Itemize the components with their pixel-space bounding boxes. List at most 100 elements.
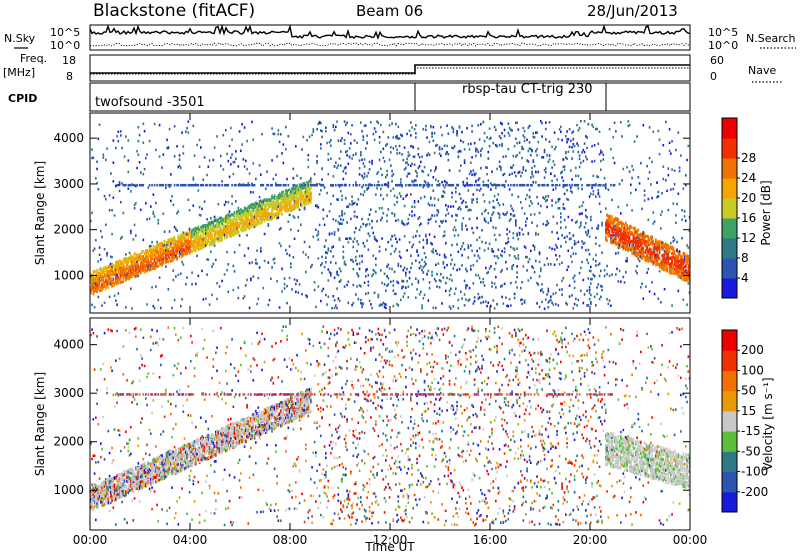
nave-label: Nave (748, 64, 776, 77)
power-cell (216, 297, 218, 301)
power-cell (188, 244, 191, 248)
power-cell (247, 210, 250, 214)
power-cell (145, 264, 147, 268)
power-cell (113, 283, 116, 287)
power-cell (205, 244, 207, 247)
power-cell (458, 192, 461, 196)
power-cell (346, 237, 348, 241)
power-cell (458, 149, 461, 153)
power-cell (198, 241, 201, 245)
power-cell (350, 258, 352, 262)
power-cell (273, 194, 276, 198)
power-cell (246, 278, 248, 282)
power-cell (460, 150, 462, 153)
power-cell (383, 302, 386, 306)
power-cell (555, 253, 557, 257)
power-cell (171, 257, 173, 261)
power-cell (115, 272, 117, 276)
power-cell (280, 201, 282, 205)
power-cell (271, 217, 273, 221)
power-cell (487, 157, 490, 161)
power-cell (191, 232, 193, 236)
power-cell (237, 206, 240, 210)
power-cell (396, 200, 398, 204)
power-cell (265, 207, 267, 211)
power-cell (440, 279, 442, 283)
power-cell (396, 280, 398, 284)
nave-axis-bottom: 0 (710, 70, 717, 83)
power-cell (250, 204, 252, 208)
power-cell (435, 306, 437, 310)
power-cell (413, 214, 416, 217)
power-cell (488, 144, 491, 148)
power-cell (402, 279, 405, 283)
power-cell (298, 195, 301, 199)
power-cell (317, 233, 320, 236)
power-cell (378, 207, 381, 210)
power-cell (173, 239, 176, 243)
power-cell (543, 176, 546, 179)
power-cell (125, 135, 127, 138)
power-cell (133, 264, 136, 268)
power-cell (210, 228, 212, 232)
power-cell (153, 265, 156, 269)
power-cell (411, 205, 413, 208)
power-cell (445, 204, 447, 207)
power-cell (466, 126, 468, 130)
power-cell (195, 236, 197, 240)
power-cell (142, 238, 145, 242)
power-cell (280, 204, 282, 208)
power-cell (342, 218, 345, 222)
power-cell (461, 297, 463, 300)
power-cell (398, 137, 401, 140)
power-cell (336, 287, 338, 290)
power-cell (308, 181, 311, 185)
power-cell (587, 231, 590, 235)
power-cell (477, 124, 480, 127)
power-cell (275, 203, 277, 207)
power-cell (122, 278, 125, 282)
power-cell (387, 181, 390, 184)
power-cell (137, 139, 140, 143)
power-cell (413, 163, 416, 166)
power-cell (101, 275, 103, 279)
power-cell (427, 173, 430, 177)
power-cell (181, 234, 183, 238)
power-cell (440, 272, 442, 276)
power-cell (403, 266, 406, 270)
power-cell (262, 200, 265, 203)
power-cell (598, 262, 601, 265)
power-cell (243, 165, 246, 168)
power-cell (181, 252, 183, 256)
power-cell (408, 172, 411, 175)
power-cell (361, 305, 363, 309)
power-cell (363, 175, 366, 179)
power-cell (507, 183, 510, 187)
power-cell (458, 125, 461, 128)
power-cell (327, 295, 330, 299)
power-cell (302, 184, 305, 188)
power-cell (321, 289, 323, 293)
power-cell (503, 282, 506, 286)
power-cell (121, 235, 123, 239)
power-cell (227, 290, 230, 293)
power-cell (503, 250, 506, 254)
power-cell (218, 237, 221, 241)
power-cell (493, 254, 496, 258)
power-cell (535, 259, 537, 263)
power-cell (365, 224, 367, 228)
power-cell (392, 284, 395, 287)
power-cell (476, 226, 478, 230)
power-cell (281, 198, 283, 202)
power-cell (283, 287, 286, 290)
power-cell (258, 211, 261, 215)
power-cell (136, 260, 138, 264)
power-cell (371, 226, 373, 230)
power-cell (350, 217, 352, 221)
power-cell (205, 228, 207, 232)
power-cell (600, 168, 602, 171)
power-cell (233, 229, 236, 233)
power-cell (163, 243, 166, 247)
power-cell (465, 267, 467, 271)
power-cell (311, 183, 313, 187)
